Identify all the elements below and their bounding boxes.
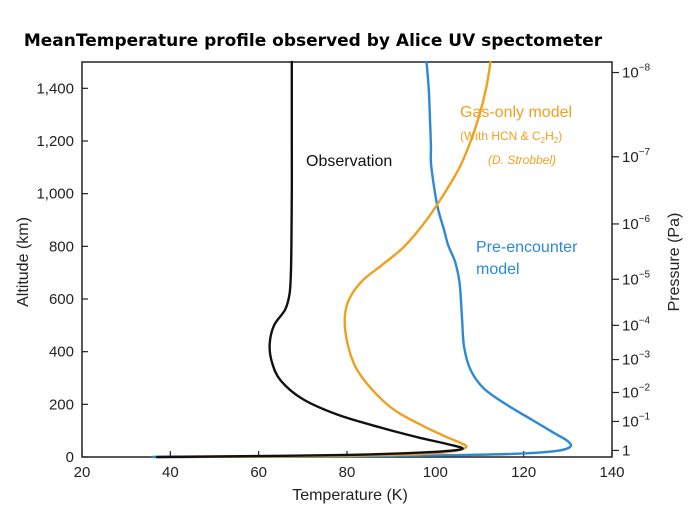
- x-tick-label: 20: [74, 464, 91, 481]
- y-axis-label: Altitude (km): [15, 217, 32, 307]
- y-tick-label: 1,200: [36, 133, 74, 150]
- x-tick-label: 60: [250, 464, 267, 481]
- pre-encounter-annotation-line1: Pre-encounter: [476, 239, 578, 256]
- pressure-tick-base: 10: [622, 216, 639, 233]
- pressure-tick-base: 1: [622, 442, 630, 459]
- y-tick-label: 400: [49, 344, 74, 361]
- gas-model-species-annotation: (With HCN & C2H2): [460, 129, 562, 145]
- x-tick-label: 40: [162, 464, 179, 481]
- pressure-tick-exponent: −2: [639, 382, 651, 393]
- pressure-tick-label: 10−6: [622, 214, 651, 233]
- pressure-tick-exponent: −8: [639, 63, 651, 74]
- x-tick-label: 140: [599, 464, 624, 481]
- pressure-tick-base: 10: [622, 65, 639, 82]
- y-tick-label: 1,400: [36, 80, 74, 97]
- gas-model-annotation: Gas-only model: [460, 104, 572, 121]
- y-tick-label: 1,000: [36, 186, 74, 203]
- pre-encounter-model-line: [151, 60, 573, 459]
- y-tick-label: 600: [49, 291, 74, 308]
- pressure-axis-label: Pressure (Pa): [666, 213, 683, 312]
- pressure-tick-label: 10−4: [622, 315, 651, 334]
- pressure-tick-base: 10: [622, 271, 639, 288]
- x-tick-label: 100: [423, 464, 448, 481]
- species-sub-1: 2: [541, 136, 546, 145]
- pre-encounter-annotation-line2: model: [476, 261, 520, 278]
- pressure-tick-base: 10: [622, 149, 639, 166]
- y-axis-ticks: 0 200 400 600 800 1,000 1,200 1,400: [36, 80, 88, 466]
- y-tick-label: 800: [49, 238, 74, 255]
- chart-title: MeanTemperature profile observed by Alic…: [24, 31, 603, 51]
- pressure-tick-label: 10−5: [622, 269, 651, 288]
- pressure-tick-label: 10−7: [622, 147, 651, 166]
- pressure-tick-label: 10−1: [622, 411, 651, 430]
- pressure-tick-exponent: −4: [639, 315, 651, 326]
- x-tick-label: 80: [339, 464, 356, 481]
- x-tick-label: 120: [511, 464, 536, 481]
- gas-only-model-line: [173, 60, 492, 459]
- plot-frame: [81, 61, 613, 458]
- observation-line: [155, 60, 464, 459]
- species-sub-2: 2: [554, 136, 559, 145]
- pressure-tick-label: 10−3: [622, 350, 651, 369]
- pressure-tick-base: 10: [622, 413, 639, 430]
- species-post: ): [558, 129, 562, 143]
- observation-annotation: Observation: [306, 153, 392, 170]
- series-lines: [151, 60, 573, 459]
- species-pre: (With HCN & C: [460, 129, 541, 143]
- pressure-tick-exponent: −1: [639, 411, 651, 422]
- pressure-tick-exponent: −6: [639, 214, 651, 225]
- species-mid: H: [545, 129, 554, 143]
- pressure-axis-ticks: 10−810−710−610−510−410−310−210−11: [612, 63, 651, 459]
- pressure-tick-exponent: −7: [639, 147, 651, 158]
- x-axis-label: Temperature (K): [292, 487, 408, 504]
- y-tick-label: 0: [66, 449, 74, 466]
- x-axis-ticks: 20 40 60 80 100 120 140: [74, 451, 625, 481]
- y-tick-label: 200: [49, 396, 74, 413]
- pressure-tick-exponent: −3: [639, 350, 651, 361]
- pressure-tick-label: 1: [622, 442, 630, 459]
- gas-model-credit-annotation: (D. Strobbel): [488, 153, 556, 167]
- pressure-tick-exponent: −5: [639, 269, 651, 280]
- pressure-tick-label: 10−8: [622, 63, 651, 82]
- pressure-tick-base: 10: [622, 384, 639, 401]
- pressure-tick-label: 10−2: [622, 382, 651, 401]
- pressure-tick-base: 10: [622, 317, 639, 334]
- pressure-tick-base: 10: [622, 352, 639, 369]
